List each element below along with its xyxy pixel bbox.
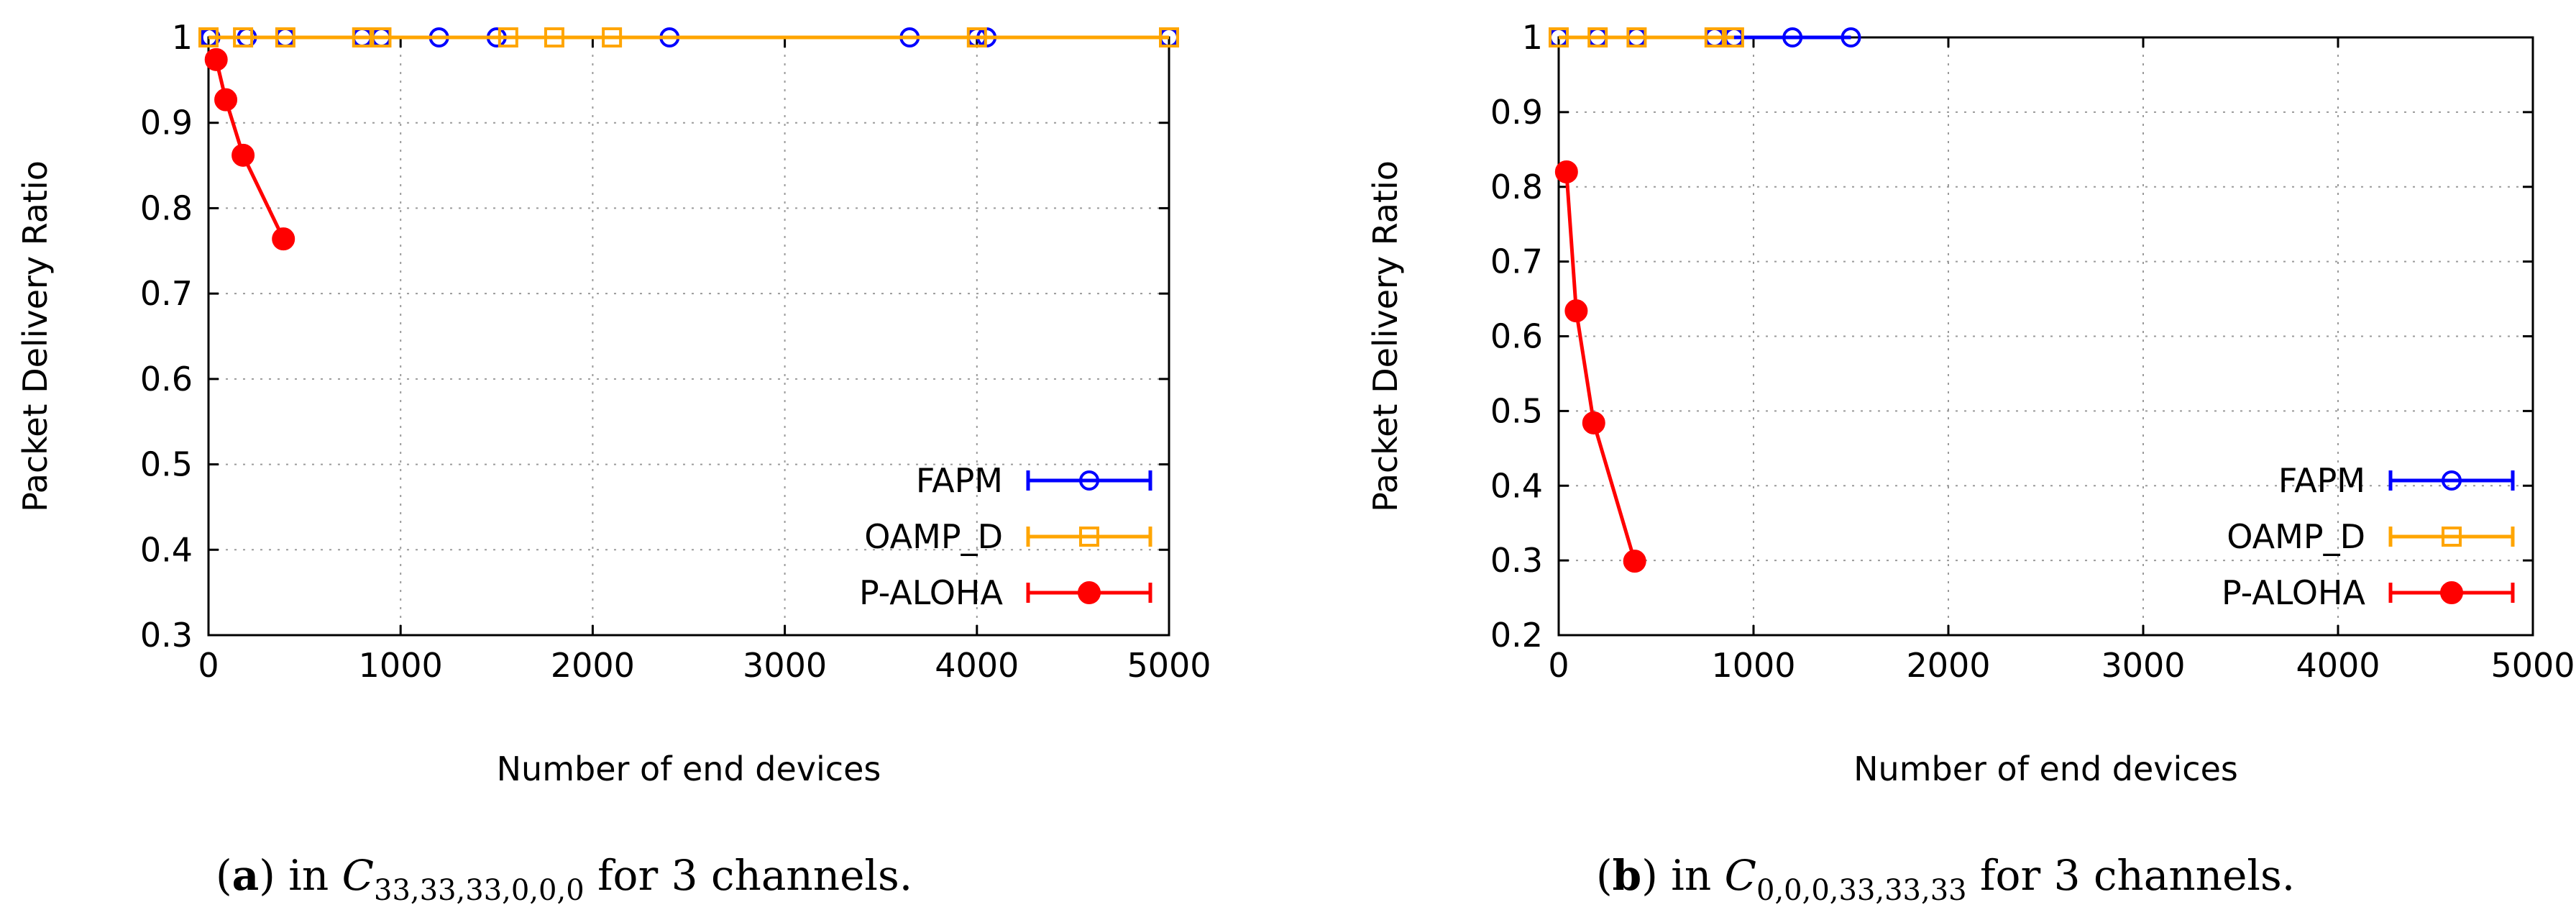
data-point — [1623, 550, 1646, 573]
legend-marker — [2440, 581, 2463, 604]
series-oamp-d — [198, 27, 1179, 47]
legend-label: OAMP_D — [2227, 517, 2365, 556]
legend-label: FAPM — [916, 461, 1003, 500]
data-point — [1554, 160, 1578, 183]
caption-part: ( — [1596, 851, 1613, 900]
x-tick-label: 0 — [198, 646, 219, 685]
data-point — [1159, 27, 1179, 47]
caption-part: for 3 channels. — [1967, 851, 2296, 900]
x-axis-title: Number of end devices — [497, 750, 881, 788]
chart-a: 0 1000 2000 3000 4000 5000 0.3 0.4 0.5 0.6 0.7 0.8 0… — [16, 18, 1211, 907]
legend-marker — [1078, 581, 1101, 604]
data-point — [966, 27, 987, 47]
y-tick-label: 0.5 — [140, 445, 193, 484]
legend-marker — [1079, 527, 1099, 547]
data-point — [1587, 27, 1608, 47]
series-p-aloha — [1554, 160, 1646, 573]
subfigure-caption: (b) in C0,0,0,33,33,33 for 3 channels. — [1596, 851, 2295, 907]
legend-marker — [2442, 527, 2462, 547]
y-tick-label: 1 — [172, 18, 193, 57]
caption-part: ( — [216, 851, 232, 900]
y-tick-label: 1 — [1522, 18, 1543, 57]
series-oamp-d — [1549, 27, 1744, 47]
legend-label: FAPM — [2278, 461, 2365, 500]
data-point — [1549, 27, 1569, 47]
legend-marker — [1079, 470, 1099, 491]
data-point — [1582, 411, 1605, 434]
x-tick-label: 3000 — [743, 646, 827, 685]
data-point — [233, 27, 254, 47]
y-tick-label: 0.9 — [1490, 93, 1543, 132]
x-tick-label: 3000 — [2101, 646, 2185, 685]
legend-label: OAMP_D — [864, 517, 1003, 556]
chart-b: 0 1000 2000 3000 4000 5000 0.2 0.3 0.4 0.5 0.6 0.7 0… — [1366, 18, 2575, 907]
caption-part: ) in — [1641, 851, 1724, 900]
y-axis-title: Packet Delivery Ratio — [1366, 160, 1405, 512]
y-tick-label: 0.7 — [140, 274, 193, 313]
x-tick-label: 5000 — [1127, 646, 1211, 685]
series-line — [1564, 171, 1637, 562]
x-tick-label: 4000 — [935, 646, 1019, 685]
series-p-aloha — [204, 47, 295, 251]
legend-marker — [2442, 470, 2462, 491]
caption-subscript: 0,0,0,33,33,33 — [1756, 874, 1967, 907]
y-tick-label: 0.8 — [1490, 168, 1543, 206]
caption-part: b — [1613, 851, 1642, 900]
data-point — [232, 143, 255, 167]
plot-frame — [207, 36, 1170, 637]
plot-frame — [1557, 36, 2534, 637]
data-point — [198, 27, 219, 47]
data-point — [1723, 27, 1744, 47]
y-tick-label: 0.4 — [140, 530, 193, 569]
data-point — [498, 27, 518, 47]
caption-part: ) in — [259, 851, 342, 900]
y-tick-label: 0.6 — [140, 360, 193, 398]
data-point — [204, 47, 228, 71]
x-tick-label: 1000 — [1711, 646, 1795, 685]
y-tick-label: 0.9 — [140, 104, 193, 142]
data-point — [371, 27, 392, 47]
data-point — [1564, 299, 1588, 323]
x-tick-label: 0 — [1548, 646, 1569, 685]
data-point — [272, 227, 295, 251]
series-line — [214, 59, 285, 240]
x-axis-title: Number of end devices — [1853, 750, 2238, 788]
x-tick-label: 5000 — [2490, 646, 2575, 685]
data-point — [544, 27, 564, 47]
caption-part: C — [1725, 851, 1756, 900]
y-tick-label: 0.8 — [140, 188, 193, 227]
y-tick-label: 0.2 — [1490, 616, 1543, 655]
data-point — [1782, 27, 1803, 47]
x-tick-label: 2000 — [551, 646, 635, 685]
caption-part: C — [342, 851, 374, 900]
x-tick-label: 2000 — [1906, 646, 1990, 685]
y-tick-label: 0.3 — [1490, 541, 1543, 580]
caption-part: a — [232, 851, 260, 900]
data-point — [1841, 27, 1861, 47]
x-tick-label: 1000 — [359, 646, 443, 685]
y-tick-label: 0.4 — [1490, 466, 1543, 505]
data-point — [275, 27, 295, 47]
caption-subscript: 33,33,33,0,0,0 — [374, 874, 585, 907]
y-tick-label: 0.6 — [1490, 317, 1543, 356]
x-tick-label: 4000 — [2296, 646, 2380, 685]
y-tick-label: 0.7 — [1490, 242, 1543, 281]
legend-label: P-ALOHA — [859, 573, 1004, 612]
y-tick-label: 0.5 — [1490, 391, 1543, 430]
data-point — [602, 27, 623, 47]
legend-label: P-ALOHA — [2222, 573, 2366, 612]
y-tick-label: 0.3 — [140, 616, 193, 655]
data-point — [352, 27, 372, 47]
data-point — [214, 88, 238, 111]
y-axis-title: Packet Delivery Ratio — [16, 160, 55, 512]
caption-part: for 3 channels. — [585, 851, 913, 900]
data-point — [1626, 27, 1647, 47]
data-point — [1704, 27, 1725, 47]
subfigure-caption: (a) in C33,33,33,0,0,0 for 3 channels. — [216, 851, 912, 907]
